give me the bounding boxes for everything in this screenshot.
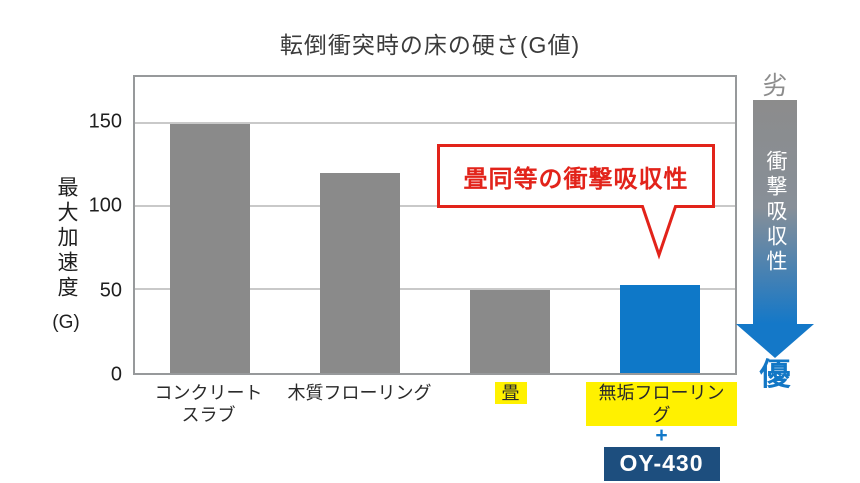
bar-series [135,77,735,373]
x-label-concrete-slab: コンクリート スラブ [133,382,284,481]
bar-wood-flooring [320,173,400,373]
callout-bubble: 畳同等の衝撃吸収性 [437,144,715,208]
callout-text: 畳同等の衝撃吸収性 [463,165,689,193]
x-label-text: 木質フローリング [287,383,432,403]
y-axis-label-unit: (G) [52,312,80,333]
plus-sign: + [655,424,668,447]
x-label-solid-flooring: 無垢フローリング + OY-430 [586,382,737,481]
gridline-150 [135,122,735,124]
bar-tatami [470,289,550,373]
y-axis-ticks: 0 50 100 150 [78,75,126,386]
chart-title: 転倒衝突時の床の硬さ(G値) [279,32,581,58]
y-tick-label-50: 50 [99,279,122,302]
x-label-wood-flooring: 木質フローリング [284,382,435,481]
x-label-text: 無垢フローリング [586,382,737,426]
x-label-tatami: 畳 [435,382,586,481]
scale-label-superior: 優 [759,357,791,392]
bar-concrete-slab [170,123,250,373]
scale-label-inferior: 劣 [762,72,788,100]
y-tick-label-0: 0 [110,363,122,386]
y-axis-label: 最大加速度 (G) [46,176,86,334]
y-axis-label-text: 最大加速度 [55,176,78,301]
down-arrow-icon [736,324,814,358]
x-label-text: 畳 [494,382,527,404]
plot-area [133,75,737,375]
x-label-text: コンクリート スラブ [154,383,263,425]
scale-arrow-shaft: 衝撃吸収性 [753,100,797,324]
y-tick-label-100: 100 [88,194,122,217]
scale-arrow-text: 衝撃吸収性 [764,149,787,275]
bar-solid-flooring-oy430 [620,284,700,373]
gridline-100 [135,205,735,207]
product-badge: OY-430 [603,447,720,481]
callout-tail [640,205,678,260]
x-axis-labels: コンクリート スラブ 木質フローリング 畳 無垢フローリング + OY-430 [133,382,737,481]
y-tick-label-150: 150 [88,110,122,133]
gridline-50 [135,288,735,290]
